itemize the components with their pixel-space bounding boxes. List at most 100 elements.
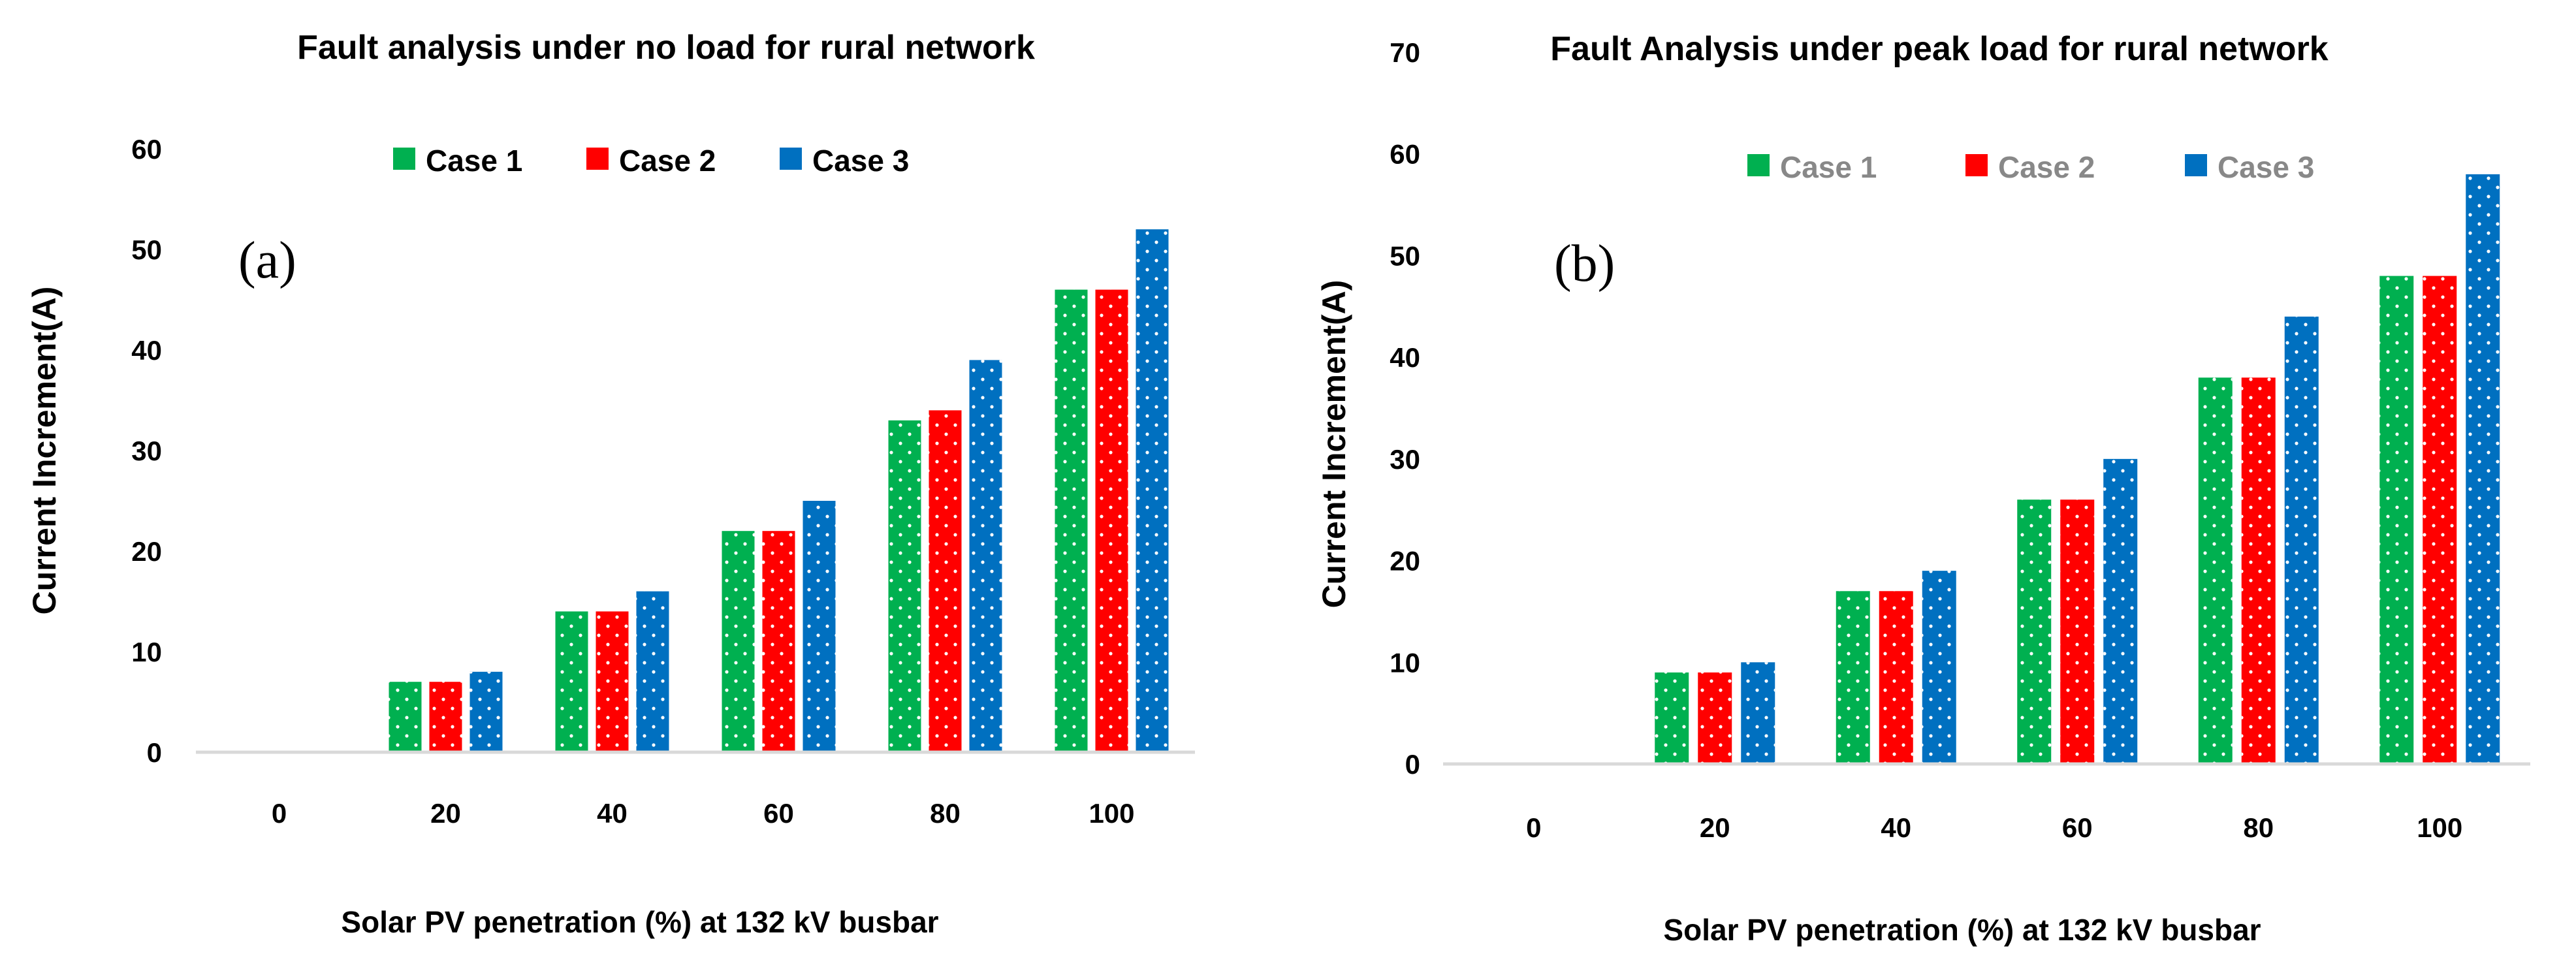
bar-dots [929, 410, 962, 752]
legend-swatch-case-3 [2185, 154, 2207, 176]
bar-dots [469, 671, 503, 752]
y-tick-label: 10 [1390, 647, 1420, 678]
x-tick-label: 20 [430, 798, 461, 829]
y-tick-label: 40 [131, 335, 162, 366]
legend-swatch-case-3 [780, 148, 802, 170]
x-tick-label: 80 [2243, 812, 2274, 843]
bar-dots [1136, 229, 1169, 752]
bar-dots [2241, 377, 2276, 764]
bar-case-2-40 [596, 611, 629, 752]
legend-label-case-3: Case 3 [812, 144, 909, 178]
bar-dots [555, 611, 588, 752]
bar-case-3-20 [1741, 662, 1775, 764]
bar-case-3-60 [2103, 458, 2138, 764]
bar-dots [1836, 591, 1870, 764]
bar-case-2-80 [2241, 377, 2276, 764]
bar-dots [2103, 458, 2138, 764]
chart-b: Fault Analysis under peak load for rural… [1316, 30, 2530, 947]
chart-title: Fault analysis under no load for rural n… [297, 29, 1035, 67]
panel-label: (a) [238, 232, 296, 289]
bar-case-3-80 [969, 360, 1002, 752]
panel-label: (b) [1554, 235, 1615, 293]
bar-dots [762, 531, 795, 752]
y-tick-label: 50 [131, 234, 162, 265]
y-tick-label: 20 [1390, 546, 1420, 577]
bar-dots [1055, 289, 1088, 753]
bar-case-2-40 [1879, 591, 1913, 764]
legend-swatch-case-1 [393, 148, 415, 170]
chart-a: Fault analysis under no load for rural n… [26, 29, 1195, 939]
bar-dots [2017, 500, 2052, 764]
plot-area: 0 10 20 30 40 50 60 0 20 40 60 80 100 [131, 134, 1195, 829]
y-tick-label: 70 [1390, 37, 1420, 68]
bar-case-3-60 [803, 501, 836, 752]
bar-dots [1698, 672, 1732, 764]
bar-dots [722, 531, 755, 752]
y-axis-label: Current Increment(A) [26, 287, 63, 615]
bar-dots [1655, 672, 1689, 764]
bar-case-1-60 [722, 531, 755, 752]
legend-label-case-1: Case 1 [1780, 150, 1877, 184]
x-tick-label: 0 [272, 798, 287, 829]
legend-label-case-1: Case 1 [426, 144, 522, 178]
bar-dots [1741, 662, 1775, 764]
legend-label-case-2: Case 2 [619, 144, 716, 178]
bar-dots [596, 611, 629, 752]
bar-case-1-80 [2198, 377, 2233, 764]
bar-case-1-100 [2379, 276, 2414, 765]
bar-dots [969, 360, 1002, 752]
bar-case-2-100 [1095, 289, 1128, 753]
y-tick-label: 40 [1390, 342, 1420, 373]
bar-case-3-20 [469, 671, 503, 752]
bar-dots [2379, 276, 2414, 765]
x-tick-label: 100 [2417, 812, 2462, 843]
bar-case-2-60 [2060, 500, 2095, 764]
y-tick-label: 30 [1390, 444, 1420, 475]
bar-dots [2284, 316, 2319, 764]
x-tick-label: 20 [1700, 812, 1730, 843]
bar-case-1-20 [389, 682, 422, 752]
y-tick-label: 60 [131, 134, 162, 165]
bar-case-3-100 [1136, 229, 1169, 752]
y-tick-label: 10 [131, 637, 162, 667]
x-axis-label: Solar PV penetration (%) at 132 kV busba… [341, 905, 938, 939]
bar-dots [389, 682, 422, 752]
legend: Case 1 Case 2 Case 3 [393, 144, 909, 178]
x-tick-label: 80 [930, 798, 961, 829]
bar-dots [2466, 174, 2500, 764]
bar-case-2-20 [1698, 672, 1732, 764]
y-tick-label: 0 [1405, 749, 1420, 780]
bar-dots [2198, 377, 2233, 764]
x-axis-label: Solar PV penetration (%) at 132 kV busba… [1663, 913, 2261, 947]
y-axis-label: Current Increment(A) [1316, 280, 1352, 609]
bar-case-1-80 [888, 420, 921, 752]
bar-dots [429, 682, 462, 752]
x-tick-label: 100 [1089, 798, 1134, 829]
legend-swatch-case-1 [1747, 154, 1770, 176]
y-tick-label: 50 [1390, 240, 1420, 271]
bar-dots [1095, 289, 1128, 753]
bar-case-1-40 [1836, 591, 1870, 764]
x-tick-label: 40 [1881, 812, 1911, 843]
bar-case-1-60 [2017, 500, 2052, 764]
legend-swatch-case-2 [586, 148, 609, 170]
bar-case-2-20 [429, 682, 462, 752]
legend-label-case-2: Case 2 [1998, 150, 2095, 184]
bar-case-2-60 [762, 531, 795, 752]
plot-area: 0 10 20 30 40 50 60 70 0 20 40 60 80 100 [1390, 37, 2530, 843]
chart-title: Fault Analysis under peak load for rural… [1550, 30, 2329, 68]
legend-label-case-3: Case 3 [2218, 150, 2314, 184]
y-tick-label: 60 [1390, 139, 1420, 170]
bar-dots [803, 501, 836, 752]
bar-case-1-20 [1655, 672, 1689, 764]
x-tick-label: 60 [763, 798, 794, 829]
y-tick-label: 20 [131, 536, 162, 567]
bar-case-1-40 [555, 611, 588, 752]
bar-case-3-100 [2466, 174, 2500, 764]
bar-case-1-100 [1055, 289, 1088, 753]
bar-case-3-40 [1922, 571, 1956, 764]
bar-dots [636, 591, 669, 752]
bar-dots [888, 420, 921, 752]
legend: Case 1 Case 2 Case 3 [1747, 150, 2314, 184]
bar-case-3-40 [636, 591, 669, 752]
